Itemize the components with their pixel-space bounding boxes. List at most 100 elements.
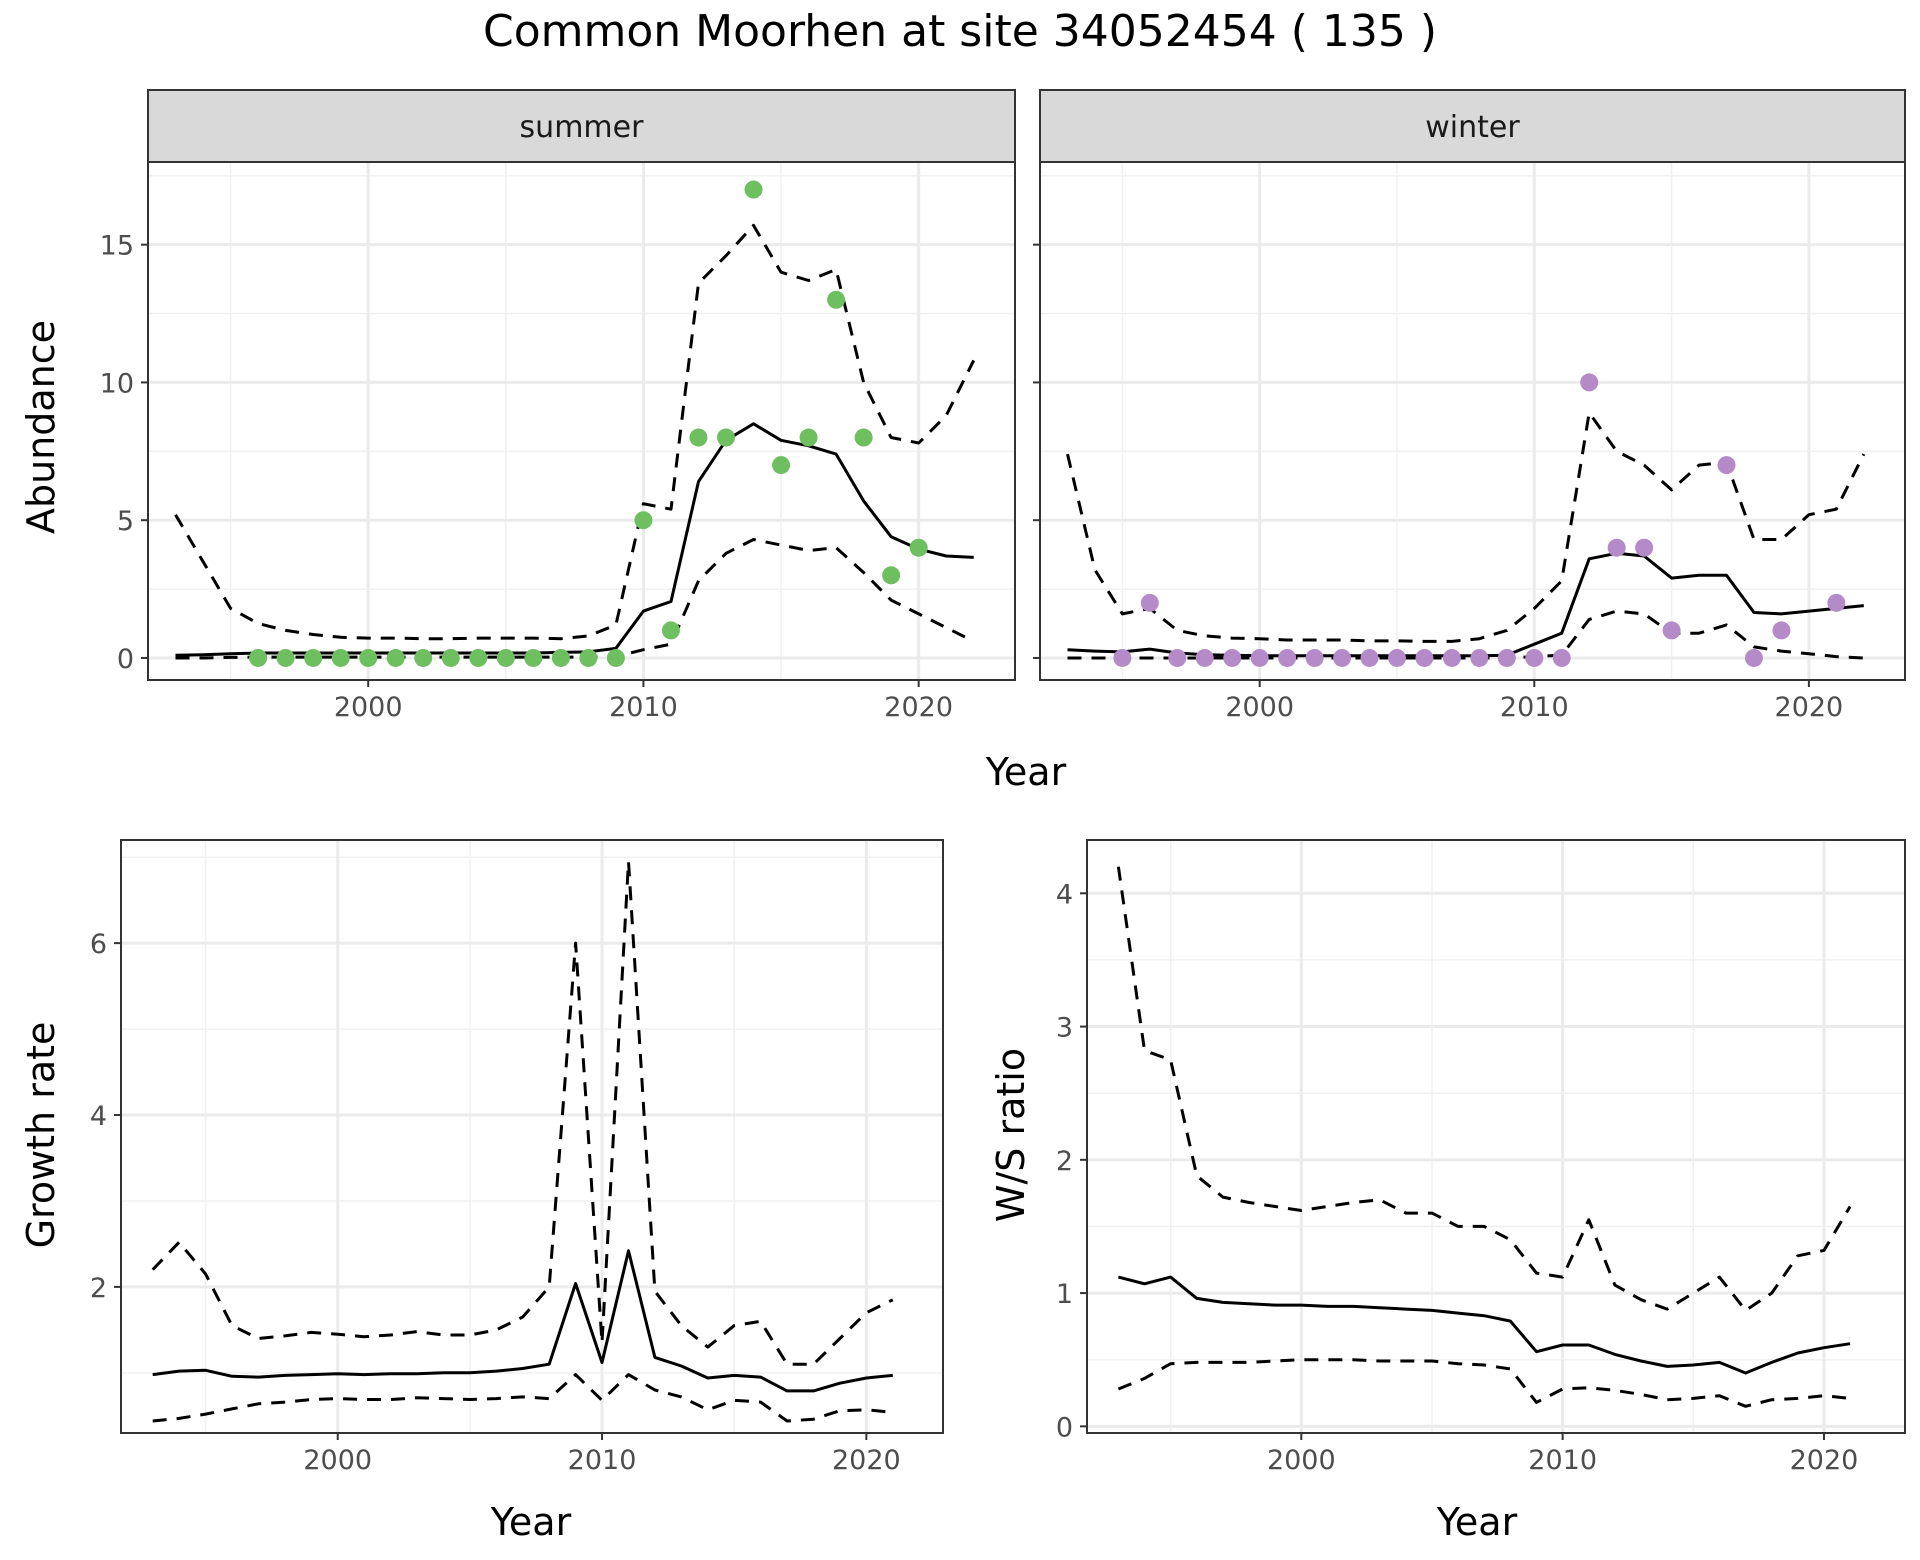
plot-background bbox=[148, 162, 1015, 680]
winter-observed-point bbox=[1662, 621, 1681, 640]
summer-observed-point bbox=[469, 648, 488, 667]
panel-border bbox=[120, 839, 944, 1434]
plot-winter: 2000 2010 2020 bbox=[1033, 161, 1906, 723]
x-tick-label: 2000 bbox=[303, 1445, 372, 1476]
growth-y-axis-title: Growth rate bbox=[19, 1022, 63, 1249]
summer-observed-point bbox=[441, 648, 460, 667]
growth-lower-bound-line bbox=[152, 1373, 893, 1423]
summer-observed-point bbox=[882, 566, 901, 585]
plot-growth-rate: 2000 2010 2020 2 4 6 bbox=[90, 839, 944, 1476]
plot-background bbox=[1087, 840, 1905, 1433]
growth-fitted-line bbox=[152, 1249, 893, 1393]
ws-x-axis-title: Year bbox=[1436, 1500, 1518, 1544]
panel-winter: winter 2000 2010 2020 bbox=[1033, 89, 1906, 723]
winter-observed-point bbox=[1360, 648, 1379, 667]
ws-fitted-line bbox=[1118, 1275, 1851, 1375]
figure-title: Common Moorhen at site 34052454 ( 135 ) bbox=[483, 6, 1437, 57]
x-tick-label: 2010 bbox=[568, 1445, 637, 1476]
y-tick-label: 1 bbox=[1056, 1279, 1073, 1310]
summer-observed-point bbox=[359, 648, 378, 667]
x-tick-label: 2010 bbox=[1528, 1445, 1597, 1476]
summer-observed-point bbox=[689, 428, 708, 447]
x-tick-label: 2020 bbox=[1790, 1445, 1859, 1476]
winter-observed-point bbox=[1552, 648, 1571, 667]
y-tick-label: 3 bbox=[1056, 1013, 1073, 1044]
plot-summer: 2000 2010 2020 0 5 10 15 bbox=[100, 161, 1016, 723]
summer-observed-point bbox=[634, 511, 653, 530]
summer-observed-point bbox=[827, 290, 846, 309]
summer-observed-point bbox=[414, 648, 433, 667]
panel-summer: summer 2000 2010 2020 0 5 10 15 bbox=[100, 89, 1016, 723]
summer-observed-point bbox=[249, 648, 268, 667]
winter-observed-point bbox=[1497, 648, 1516, 667]
y-tick-label: 4 bbox=[90, 1101, 107, 1132]
winter-observed-point bbox=[1607, 538, 1626, 557]
winter-observed-point bbox=[1772, 621, 1791, 640]
summer-observed-point bbox=[606, 648, 625, 667]
y-tick-label: 10 bbox=[100, 368, 134, 399]
summer-observed-point bbox=[304, 648, 323, 667]
y-tick-label: 4 bbox=[1056, 879, 1073, 910]
plot-background bbox=[1040, 162, 1905, 680]
winter-observed-point bbox=[1140, 593, 1159, 612]
facet-x-axis-title: Year bbox=[985, 750, 1067, 794]
winter-observed-point bbox=[1333, 648, 1352, 667]
winter-observed-point bbox=[1635, 538, 1654, 557]
summer-observed-point bbox=[579, 648, 598, 667]
summer-observed-point bbox=[744, 180, 763, 199]
winter-observed-point bbox=[1195, 648, 1214, 667]
winter-observed-point bbox=[1525, 648, 1544, 667]
ws-upper-bound-line bbox=[1116, 866, 1852, 1312]
y-tick-label: 2 bbox=[90, 1273, 107, 1304]
x-tick-label: 2000 bbox=[1267, 1445, 1336, 1476]
y-tick-label: 5 bbox=[117, 506, 134, 537]
y-tick-label: 0 bbox=[117, 644, 134, 675]
strip-label-summer: summer bbox=[520, 110, 645, 145]
x-tick-label: 2000 bbox=[1225, 692, 1294, 723]
winter-observed-point bbox=[1113, 648, 1132, 667]
strip-winter bbox=[1039, 89, 1906, 163]
winter-observed-point bbox=[1827, 593, 1846, 612]
x-tick-label: 2000 bbox=[334, 692, 403, 723]
winter-observed-point bbox=[1223, 648, 1242, 667]
summer-observed-point bbox=[854, 428, 873, 447]
summer-observed-point bbox=[717, 428, 735, 447]
ws-lower-bound-line bbox=[1117, 1358, 1851, 1408]
summer-observed-point bbox=[799, 428, 818, 447]
facet-y-axis-title: Abundance bbox=[19, 320, 63, 534]
panel-border bbox=[1086, 839, 1906, 1434]
growth-upper-bound-line bbox=[151, 860, 894, 1366]
summer-observed-point bbox=[496, 648, 515, 667]
winter-observed-point bbox=[1744, 648, 1763, 667]
winter-observed-point bbox=[1168, 648, 1187, 667]
strip-label-winter: winter bbox=[1425, 110, 1520, 145]
summer-observed-point bbox=[772, 456, 791, 475]
winter-observed-point bbox=[1250, 648, 1269, 667]
winter-observed-point bbox=[1470, 648, 1489, 667]
y-tick-label: 15 bbox=[100, 231, 134, 262]
winter-observed-point bbox=[1717, 456, 1736, 475]
summer-observed-point bbox=[331, 648, 350, 667]
y-tick-label: 2 bbox=[1056, 1146, 1073, 1177]
winter-observed-point bbox=[1580, 373, 1599, 392]
summer-observed-point bbox=[386, 648, 405, 667]
strip-summer bbox=[147, 89, 1016, 163]
x-tick-label: 2020 bbox=[832, 1445, 901, 1476]
panel-border bbox=[1039, 161, 1906, 681]
y-tick-label: 0 bbox=[1056, 1412, 1073, 1443]
winter-observed-point bbox=[1442, 648, 1461, 667]
x-tick-label: 2010 bbox=[1500, 692, 1569, 723]
winter-observed-point bbox=[1278, 648, 1297, 667]
plot-ws-ratio: 2000 2010 2020 0 1 2 3 4 bbox=[1056, 839, 1906, 1476]
growth-x-axis-title: Year bbox=[490, 1500, 572, 1544]
summer-observed-point bbox=[661, 621, 680, 640]
plot-background bbox=[121, 840, 943, 1433]
winter-observed-point bbox=[1415, 648, 1434, 667]
winter-observed-point bbox=[1387, 648, 1406, 667]
x-tick-label: 2020 bbox=[1775, 692, 1844, 723]
winter-observed-point bbox=[1305, 648, 1324, 667]
x-tick-label: 2010 bbox=[609, 692, 678, 723]
summer-observed-point bbox=[276, 648, 295, 667]
panel-border bbox=[147, 161, 1016, 681]
